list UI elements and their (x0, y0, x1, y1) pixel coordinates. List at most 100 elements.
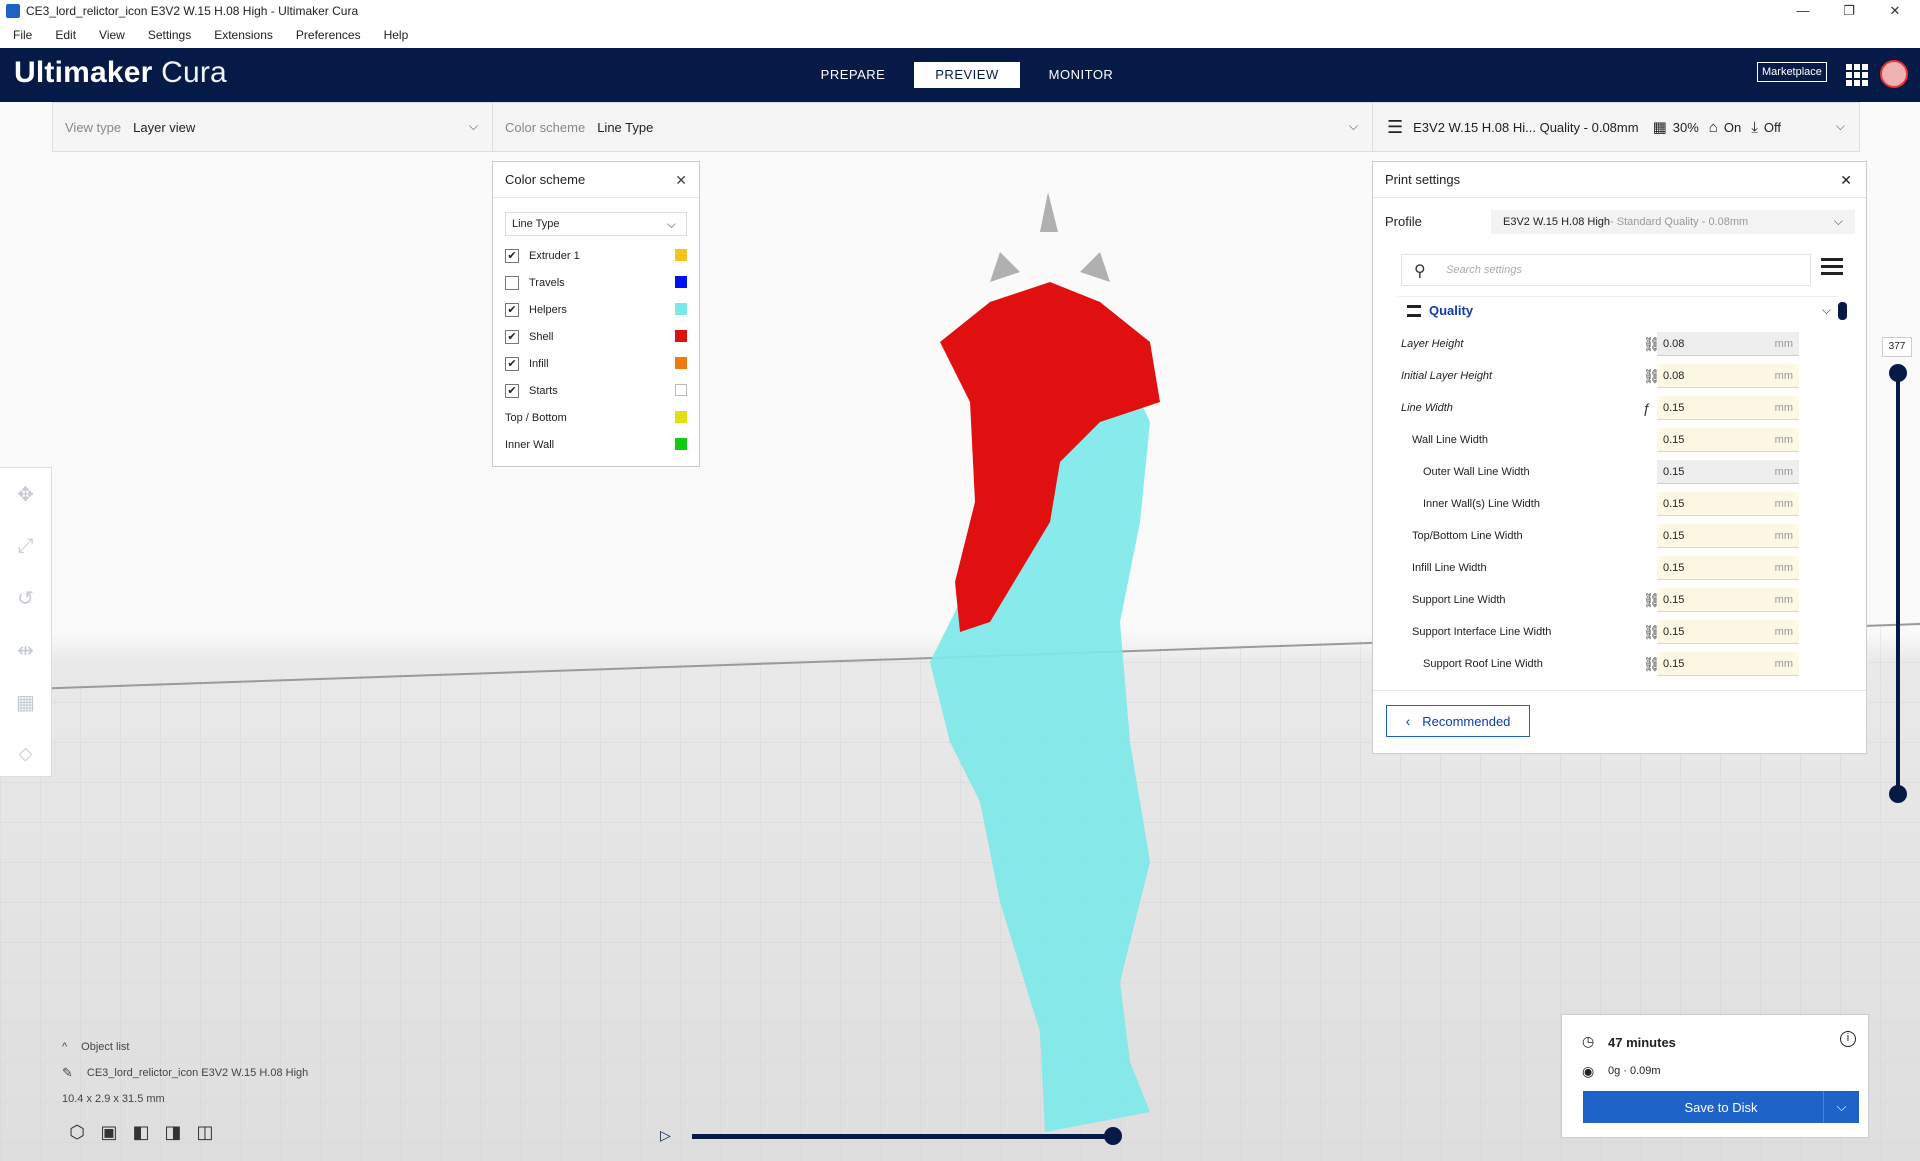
line-type-item[interactable]: Travels (493, 269, 699, 296)
chevron-down-icon: ⌵ (666, 217, 676, 231)
layer-slider-upper-handle[interactable] (1889, 364, 1907, 382)
link-icon[interactable]: ⛓ (1643, 368, 1661, 384)
window-title-bar: CE3_lord_relictor_icon E3V2 W.15 H.08 Hi… (0, 0, 1920, 22)
user-avatar[interactable] (1880, 60, 1908, 88)
setting-value-input[interactable]: 0.08 mm (1657, 332, 1799, 356)
checkbox[interactable]: ✔ (505, 329, 519, 344)
simulation-slider-track[interactable] (692, 1134, 1112, 1139)
apps-grid-icon[interactable] (1846, 64, 1868, 86)
close-icon[interactable]: ✕ (1840, 172, 1852, 188)
profile-detail: - Standard Quality - 0.08mm (1610, 216, 1749, 228)
profile-dropdown[interactable]: E3V2 W.15 H.08 High - Standard Quality -… (1491, 210, 1855, 234)
layer-slider-track[interactable] (1896, 372, 1900, 795)
line-type-item[interactable]: ✔ Starts (493, 377, 699, 404)
line-type-item[interactable]: ✔ Helpers (493, 296, 699, 323)
top-view-icon[interactable]: ◧ (132, 1122, 150, 1142)
line-type-item[interactable]: ✔ Extruder 1 (493, 242, 699, 269)
checkbox[interactable]: ✔ (505, 383, 519, 398)
tab-monitor[interactable]: MONITOR (1048, 67, 1114, 82)
setting-value-input[interactable]: 0.15 mm (1657, 524, 1799, 548)
right-view-icon[interactable]: ◫ (196, 1122, 214, 1142)
support-blocker-icon[interactable]: ⬦ (18, 742, 33, 765)
marketplace-button[interactable]: Marketplace (1757, 62, 1827, 82)
setting-value-input[interactable]: 0.15 mm (1657, 396, 1799, 420)
scale-tool-icon[interactable]: ⤢ (17, 534, 34, 557)
close-window-button[interactable]: ✕ (1889, 3, 1901, 18)
chevron-down-icon: ⌵ (1348, 119, 1358, 133)
link-icon[interactable]: ⛓ (1643, 336, 1661, 352)
menu-preferences[interactable]: Preferences (295, 28, 361, 42)
setting-value: 0.15 (1663, 433, 1685, 446)
view-type-selector[interactable]: View type Layer view ⌵ (53, 103, 493, 151)
link-icon[interactable]: ⛓ (1643, 592, 1661, 608)
object-name-row[interactable]: ✎ CE3_lord_relictor_icon E3V2 W.15 H.08 … (62, 1060, 308, 1086)
recommended-button[interactable]: ‹ Recommended (1386, 705, 1530, 737)
mirror-tool-icon[interactable]: ⇹ (17, 639, 34, 662)
save-to-disk-button[interactable]: Save to Disk ⌵ (1583, 1091, 1859, 1123)
menu-extensions[interactable]: Extensions (214, 28, 273, 42)
setting-value-input[interactable]: 0.15 mm (1657, 652, 1799, 676)
chevron-down-icon[interactable]: ⌵ (1823, 1091, 1859, 1123)
setting-value: 0.15 (1663, 625, 1685, 638)
infill-icon: ▦ (1652, 119, 1667, 136)
setting-unit: mm (1774, 401, 1793, 414)
checkbox[interactable] (505, 275, 519, 290)
info-icon[interactable]: i (1840, 1031, 1856, 1047)
setting-value-input[interactable]: 0.15 mm (1657, 460, 1799, 484)
output-action-panel: ◷ 47 minutes i ◉ 0g · 0.09m Save to Disk… (1561, 1014, 1869, 1138)
window-title: CE3_lord_relictor_icon E3V2 W.15 H.08 Hi… (26, 4, 359, 18)
settings-scrollbar[interactable] (1838, 302, 1847, 320)
move-tool-icon[interactable]: ✥ (17, 483, 34, 506)
layer-number-input[interactable]: 377 (1882, 337, 1912, 357)
minimize-button[interactable]: — (1796, 3, 1810, 18)
print-setup-selector[interactable]: ☰ E3V2 W.15 H.08 Hi... Quality - 0.08mm … (1373, 103, 1859, 151)
view-options-bar: View type Layer view ⌵ Color scheme Line… (52, 102, 1860, 152)
tab-prepare[interactable]: PREPARE (820, 67, 886, 82)
checkbox[interactable]: ✔ (505, 248, 519, 263)
setting-value-input[interactable]: 0.15 mm (1657, 620, 1799, 644)
setting-label: Inner Wall(s) Line Width (1423, 498, 1540, 510)
setting-value-input[interactable]: 0.08 mm (1657, 364, 1799, 388)
menu-settings[interactable]: Settings (147, 28, 192, 42)
settings-menu-icon[interactable] (1821, 258, 1843, 280)
checkbox[interactable]: ✔ (505, 302, 519, 317)
profile-name: E3V2 W.15 H.08 High (1503, 216, 1611, 228)
front-view-icon[interactable]: ▣ (100, 1122, 118, 1142)
close-icon[interactable]: ✕ (675, 172, 687, 188)
simulation-slider-handle[interactable] (1104, 1127, 1122, 1145)
cura-app-icon (6, 4, 20, 18)
menu-file[interactable]: File (13, 28, 33, 42)
maximize-button[interactable]: ❐ (1843, 3, 1855, 18)
menu-view[interactable]: View (99, 28, 125, 42)
3d-view-icon[interactable]: ⬡ (69, 1122, 85, 1142)
search-settings-input[interactable]: ⚲ Search settings (1401, 254, 1811, 286)
menu-help[interactable]: Help (383, 28, 409, 42)
link-icon[interactable]: ⛓ (1643, 656, 1661, 672)
layer-slider-lower-handle[interactable] (1889, 785, 1907, 803)
setting-label: Layer Height (1401, 338, 1464, 350)
setting-value-input[interactable]: 0.15 mm (1657, 556, 1799, 580)
setting-value-input[interactable]: 0.15 mm (1657, 492, 1799, 516)
chevron-down-icon: ⌵ (1821, 303, 1831, 317)
tab-preview[interactable]: PREVIEW (914, 62, 1020, 88)
checkbox[interactable]: ✔ (505, 356, 519, 371)
play-icon[interactable]: ▷ (660, 1127, 671, 1143)
setting-value-input[interactable]: 0.15 mm (1657, 428, 1799, 452)
setting-unit: mm (1774, 497, 1793, 510)
object-list-toggle[interactable]: ^ Object list (62, 1034, 308, 1060)
function-icon[interactable]: ƒ (1643, 400, 1651, 416)
line-type-item[interactable]: ✔ Shell (493, 323, 699, 350)
color-scheme-selector[interactable]: Color scheme Line Type ⌵ (493, 103, 1373, 151)
color-scheme-dropdown[interactable]: Line Type ⌵ (505, 212, 687, 236)
link-icon[interactable]: ⛓ (1643, 624, 1661, 640)
category-quality[interactable]: Quality ⌵ (1397, 296, 1839, 324)
setting-unit: mm (1774, 433, 1793, 446)
per-model-settings-icon[interactable]: ▦ (16, 691, 35, 714)
setting-value-input[interactable]: 0.15 mm (1657, 588, 1799, 612)
setting-row: Wall Line Width 0.15 mm (1397, 424, 1847, 456)
left-view-icon[interactable]: ◨ (164, 1122, 182, 1142)
rotate-tool-icon[interactable]: ↺ (17, 587, 34, 610)
menu-edit[interactable]: Edit (55, 28, 77, 42)
build-plate-grid (0, 622, 1920, 1161)
line-type-item[interactable]: ✔ Infill (493, 350, 699, 377)
